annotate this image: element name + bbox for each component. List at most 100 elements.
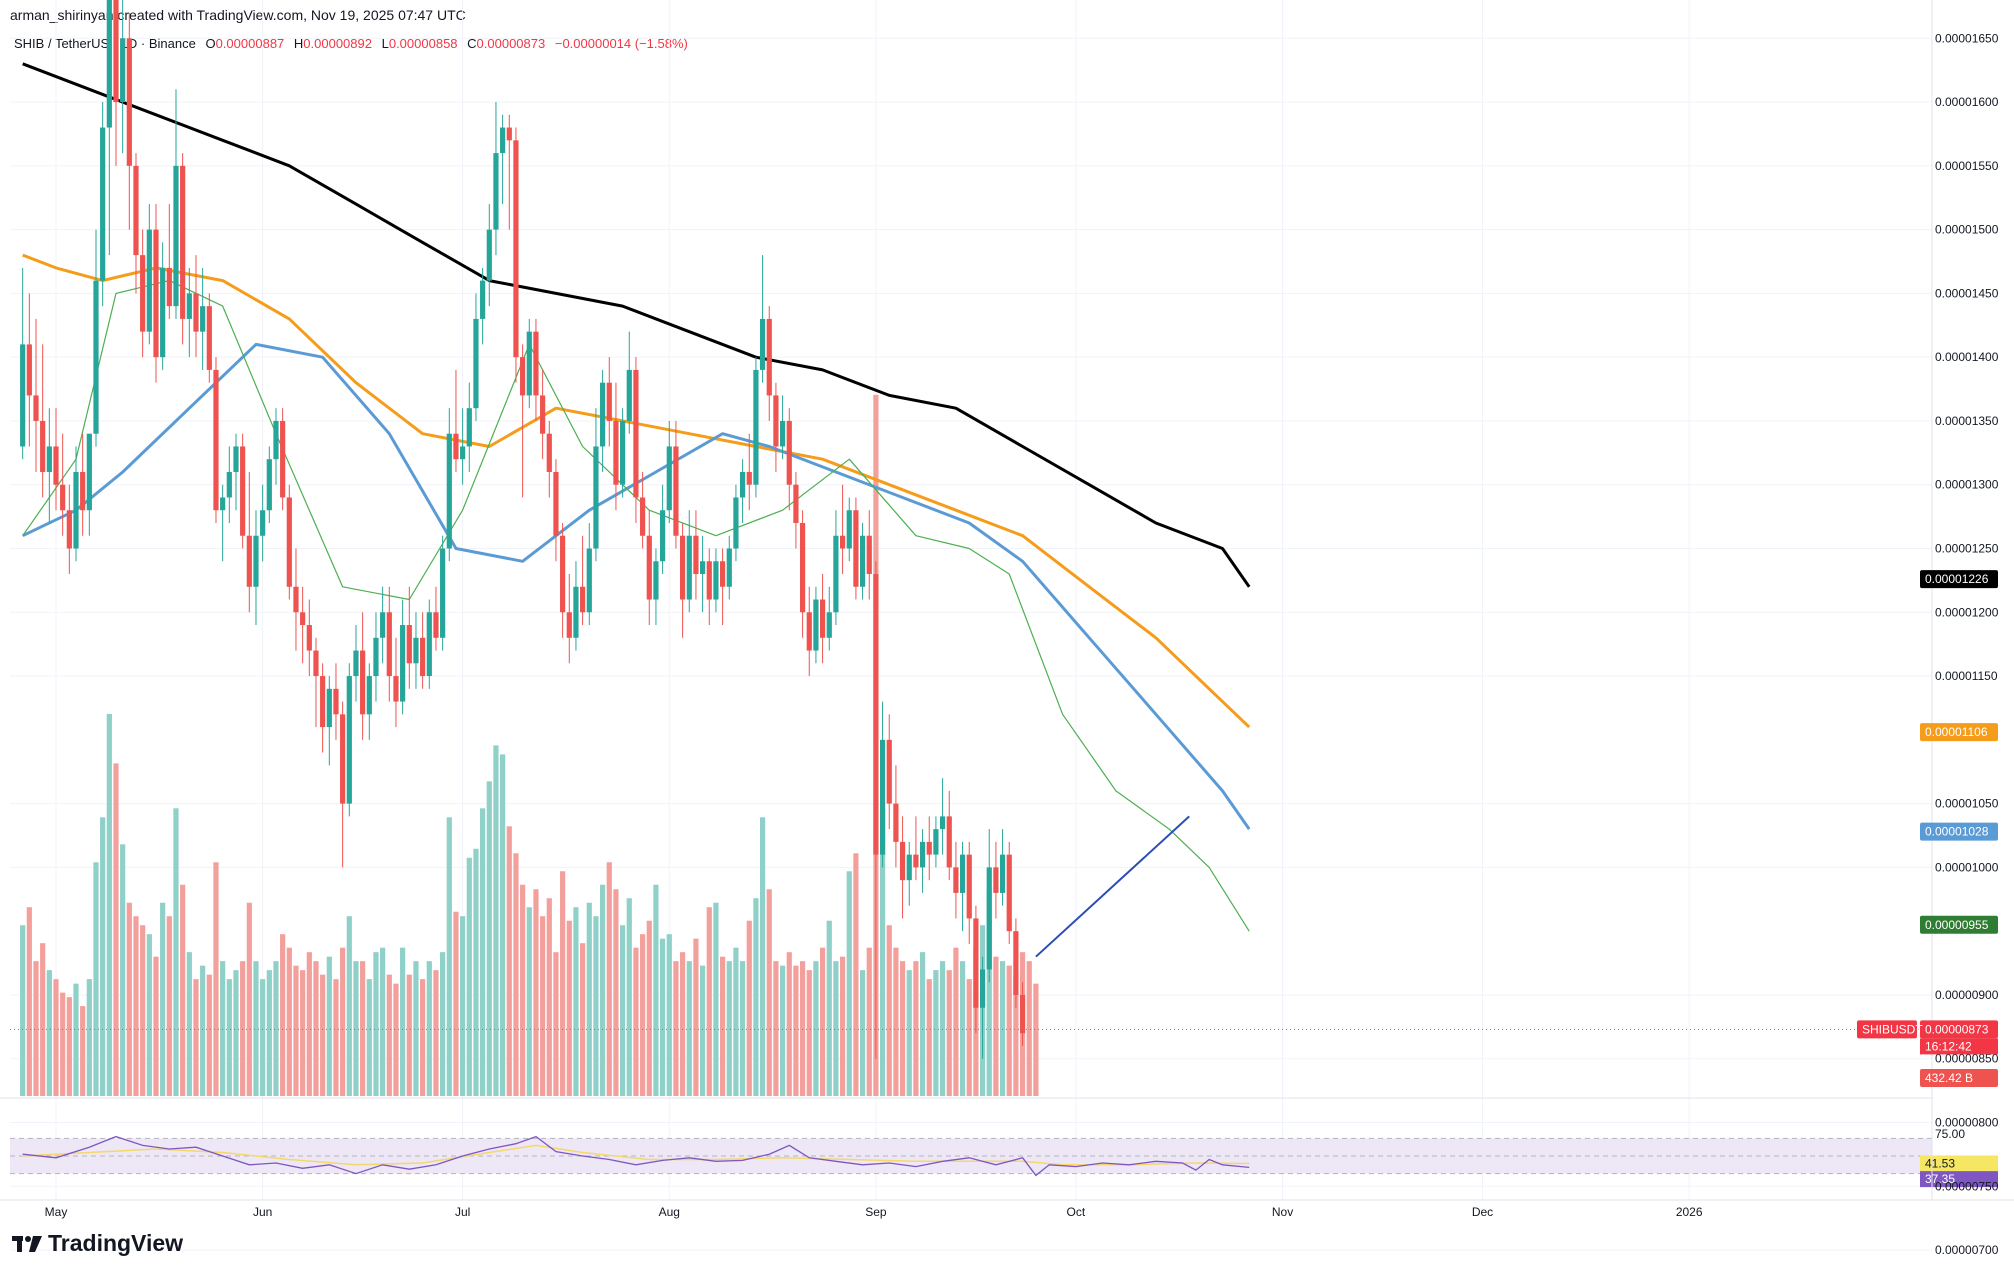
candle[interactable]	[520, 344, 526, 498]
candle[interactable]	[60, 433, 66, 536]
candle[interactable]	[333, 663, 339, 740]
candle[interactable]	[993, 841, 999, 919]
candle[interactable]	[813, 586, 819, 664]
candle[interactable]	[400, 599, 406, 715]
price-axis[interactable]: 0.00001650 0.00001600 0.00001550 0.00001500…	[1857, 0, 1999, 1269]
candle[interactable]	[166, 204, 172, 319]
candle[interactable]	[553, 459, 559, 562]
candle[interactable]	[373, 612, 379, 702]
candle[interactable]	[120, 0, 126, 154]
candle[interactable]	[653, 548, 659, 626]
tradingview-logo[interactable]: TradingView	[12, 1230, 183, 1257]
candle[interactable]	[779, 395, 786, 460]
candle[interactable]	[913, 816, 919, 881]
candle[interactable]	[40, 344, 46, 498]
candle[interactable]	[786, 408, 792, 511]
candle[interactable]	[80, 433, 86, 536]
candle[interactable]	[433, 586, 439, 651]
candle[interactable]	[193, 255, 199, 358]
candle[interactable]	[739, 459, 746, 523]
candle[interactable]	[620, 408, 626, 498]
candle[interactable]	[573, 561, 579, 651]
candle[interactable]	[660, 484, 666, 575]
candle[interactable]	[746, 433, 752, 511]
candle[interactable]	[546, 420, 552, 498]
candle[interactable]	[346, 663, 352, 817]
candle[interactable]	[420, 612, 426, 689]
candle[interactable]	[593, 408, 599, 562]
candle[interactable]	[413, 612, 419, 689]
candle[interactable]	[700, 535, 706, 613]
candle[interactable]	[586, 522, 592, 626]
candle[interactable]	[380, 586, 386, 664]
candle[interactable]	[286, 484, 292, 600]
candle[interactable]	[580, 535, 586, 626]
candle[interactable]	[493, 102, 499, 256]
candle[interactable]	[1013, 918, 1019, 1008]
candle[interactable]	[693, 510, 699, 600]
candle[interactable]	[773, 382, 779, 472]
candle[interactable]	[113, 0, 119, 166]
candle[interactable]	[626, 331, 632, 434]
candle[interactable]	[986, 829, 992, 983]
candle[interactable]	[726, 535, 732, 600]
candle[interactable]	[959, 841, 966, 932]
candle[interactable]	[839, 484, 846, 575]
candle[interactable]	[560, 522, 566, 638]
candle[interactable]	[246, 471, 252, 613]
candle[interactable]	[186, 267, 192, 358]
candle[interactable]	[53, 408, 59, 511]
candle[interactable]	[153, 204, 159, 383]
candle[interactable]	[33, 318, 39, 472]
candle[interactable]	[886, 714, 892, 830]
candle[interactable]	[20, 267, 26, 460]
candle[interactable]	[793, 471, 799, 549]
candle[interactable]	[233, 433, 239, 511]
candle[interactable]	[879, 701, 886, 868]
candle[interactable]	[713, 548, 719, 613]
candle[interactable]	[173, 89, 179, 319]
candle[interactable]	[106, 0, 112, 256]
candle[interactable]	[500, 114, 506, 205]
candle[interactable]	[206, 293, 212, 383]
candle[interactable]	[766, 306, 772, 421]
symbol-legend[interactable]: SHIB / TetherUS · 1D · Binance O0.000008…	[14, 36, 688, 51]
candle[interactable]	[759, 255, 766, 383]
candle[interactable]	[799, 510, 806, 638]
candle[interactable]	[933, 816, 939, 868]
candle[interactable]	[899, 816, 906, 919]
time-axis[interactable]: May Jun Jul Aug Sep Oct Nov Dec 2026	[0, 1199, 2014, 1219]
candle[interactable]	[160, 242, 166, 370]
trendline[interactable]	[1035, 815, 1190, 958]
candle[interactable]	[973, 905, 979, 1034]
candle[interactable]	[853, 497, 859, 600]
candle[interactable]	[680, 522, 686, 638]
candle[interactable]	[540, 369, 546, 460]
candle[interactable]	[640, 471, 646, 549]
candle[interactable]	[919, 829, 926, 893]
candle[interactable]	[686, 510, 692, 613]
candle[interactable]	[460, 408, 466, 485]
candle[interactable]	[100, 102, 106, 307]
candle[interactable]	[939, 778, 946, 855]
candle[interactable]	[706, 548, 712, 626]
candle[interactable]	[133, 153, 139, 294]
candle[interactable]	[86, 433, 92, 536]
candle[interactable]	[466, 382, 472, 472]
candle[interactable]	[386, 586, 392, 702]
candle[interactable]	[866, 510, 872, 600]
candle[interactable]	[506, 114, 512, 230]
candle[interactable]	[426, 599, 432, 689]
candle[interactable]	[966, 841, 972, 944]
candle[interactable]	[66, 484, 72, 575]
candle[interactable]	[126, 12, 132, 230]
candle[interactable]	[293, 548, 299, 651]
candle[interactable]	[240, 433, 246, 549]
candle[interactable]	[720, 548, 726, 626]
candle[interactable]	[613, 382, 619, 511]
candle[interactable]	[73, 446, 79, 562]
candle[interactable]	[326, 676, 332, 766]
candle[interactable]	[606, 357, 612, 447]
candle[interactable]	[513, 127, 519, 383]
